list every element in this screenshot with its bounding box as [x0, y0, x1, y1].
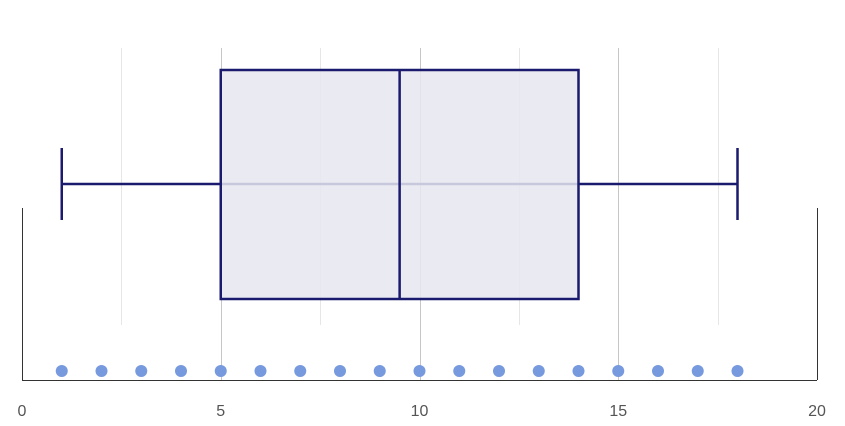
x-tick-label: 20 [808, 403, 826, 420]
data-point [55, 365, 68, 377]
data-point [413, 365, 426, 377]
data-point [493, 365, 505, 377]
data-point [294, 365, 307, 377]
data-point [214, 365, 227, 377]
x-tick-label: 5 [216, 403, 225, 420]
data-point [532, 365, 545, 377]
data-point [652, 365, 664, 377]
data-point [691, 365, 704, 377]
data-point [135, 365, 148, 377]
x-tick-label: 10 [411, 403, 429, 420]
data-point [453, 365, 466, 377]
data-point [175, 365, 187, 377]
data-point [612, 365, 625, 377]
x-tick-label: 0 [18, 403, 27, 420]
x-tick-label: 15 [609, 403, 627, 420]
data-point [731, 365, 744, 377]
data-point [95, 365, 108, 377]
data-point [373, 365, 386, 377]
x-axis-tick-labels: 0 5 10 15 20 [18, 403, 826, 420]
data-points [55, 365, 744, 377]
iqr-box [219, 68, 580, 301]
data-point [572, 365, 585, 377]
data-point [334, 365, 346, 377]
data-point [254, 365, 267, 377]
